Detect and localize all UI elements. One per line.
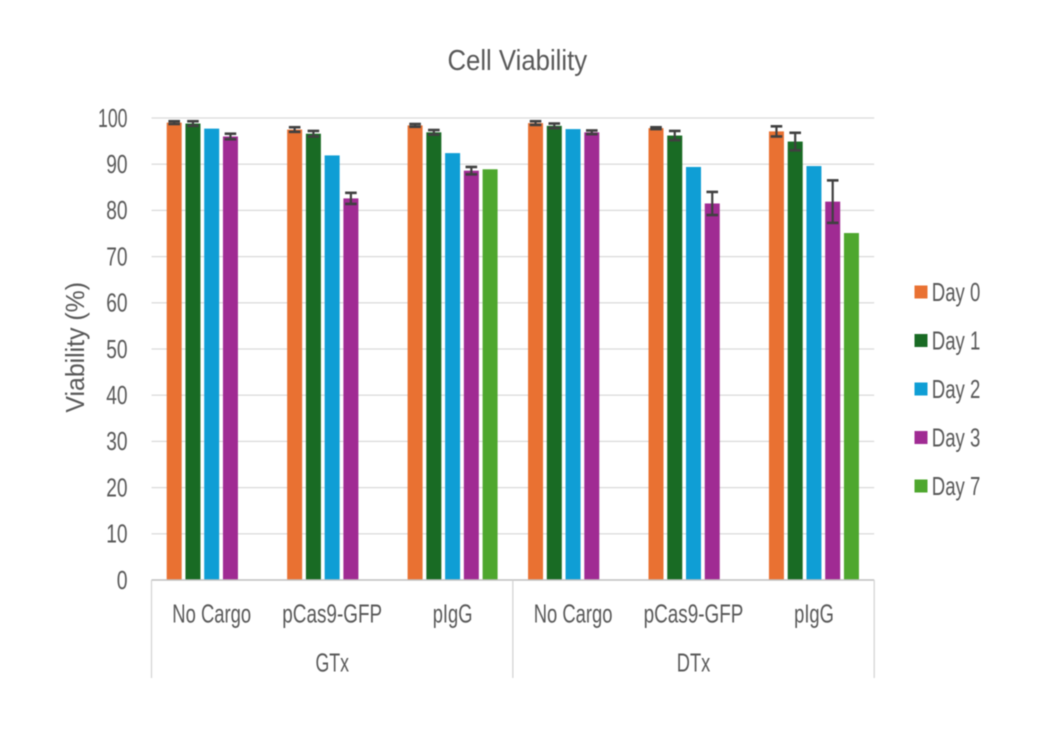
svg-text:20: 20 <box>106 472 127 502</box>
svg-text:100: 100 <box>98 103 128 133</box>
svg-text:70: 70 <box>106 241 127 271</box>
svg-text:Day 2: Day 2 <box>932 374 981 404</box>
svg-text:90: 90 <box>106 149 127 179</box>
svg-text:pCas9-GFP: pCas9-GFP <box>282 599 382 629</box>
svg-text:Day 0: Day 0 <box>932 277 981 307</box>
svg-text:80: 80 <box>106 195 127 225</box>
svg-text:pCas9-GFP: pCas9-GFP <box>644 599 744 629</box>
svg-text:30: 30 <box>106 426 127 456</box>
svg-text:Viability (%): Viability (%) <box>60 282 90 413</box>
svg-text:Day 7: Day 7 <box>932 471 981 501</box>
svg-text:50: 50 <box>106 334 127 364</box>
svg-text:40: 40 <box>106 380 127 410</box>
svg-text:No Cargo: No Cargo <box>172 599 251 629</box>
svg-text:pIgG: pIgG <box>433 599 473 629</box>
svg-text:Day 1: Day 1 <box>932 326 981 356</box>
svg-text:Day 3: Day 3 <box>932 423 981 453</box>
svg-text:GTx: GTx <box>315 648 349 678</box>
svg-text:10: 10 <box>106 519 127 549</box>
svg-text:Cell Viability: Cell Viability <box>447 45 587 77</box>
svg-text:0: 0 <box>117 565 128 595</box>
svg-text:60: 60 <box>106 288 127 318</box>
svg-text:pIgG: pIgG <box>794 599 834 629</box>
svg-text:No Cargo: No Cargo <box>534 599 613 629</box>
svg-text:DTx: DTx <box>677 648 711 678</box>
